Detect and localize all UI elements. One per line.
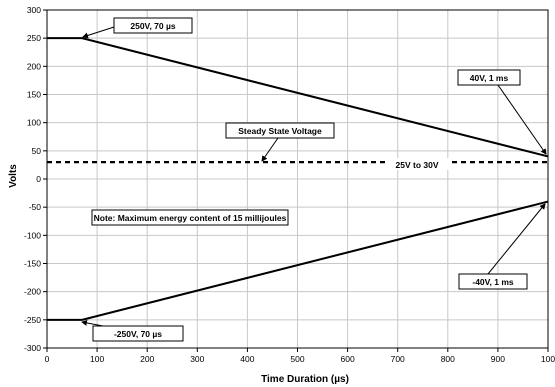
annotation-250v-label: 250V, 70 µs <box>130 21 176 31</box>
y-tick-label-5: -50 <box>29 202 42 212</box>
annotation-steady-state: Steady State Voltage <box>225 122 335 162</box>
annotation-40v: 40V, 1 ms <box>457 69 547 155</box>
y-tick-label-6: 0 <box>36 174 41 184</box>
annotation-neg40v-arrow <box>487 203 546 275</box>
x-tick-label-2: 200 <box>140 354 154 364</box>
y-tick-label-7: 50 <box>32 146 42 156</box>
range-label-bg <box>385 158 449 170</box>
annotation-neg40v-label: -40V, 1 ms <box>472 277 514 287</box>
annotation-steady-label: Steady State Voltage <box>238 126 322 136</box>
tick-layer: -300 -250 -200 -150 -100 -50 0 50 100 150 200 250 30… <box>24 5 555 364</box>
range-label: 25V to 30V <box>396 160 439 170</box>
x-tick-label-0: 0 <box>45 354 50 364</box>
x-tick-label-3: 300 <box>190 354 204 364</box>
x-tick-label-8: 800 <box>441 354 455 364</box>
series-line-1 <box>47 200 549 321</box>
x-tick-label-4: 400 <box>240 354 254 364</box>
annotation-steady-box <box>225 122 335 139</box>
annotation-note-label: Note: Maximum energy content of 15 milli… <box>94 213 287 223</box>
annotation-neg40v-box <box>458 273 528 290</box>
annotation-note-box <box>91 209 289 226</box>
annotation-steady-arrow <box>261 137 279 162</box>
annotation-250v-arrow <box>82 26 115 39</box>
x-tick-label-9: 900 <box>491 354 505 364</box>
annotation-40v-arrow <box>497 84 547 155</box>
x-tick-label-10: 100 <box>541 354 555 364</box>
y-tick-label-3: -150 <box>24 259 41 269</box>
annotation-neg250v: -250V, 70 µs <box>81 319 184 342</box>
annotation-neg40v: -40V, 1 ms <box>458 203 546 290</box>
annotation-40v-label: 40V, 1 ms <box>470 73 509 83</box>
y-tick-label-1: -250 <box>24 315 41 325</box>
x-tick-label-1: 100 <box>90 354 104 364</box>
annotation-neg250v-label: -250V, 70 µs <box>114 329 162 339</box>
x-axis-title: Time Duration (µs) <box>261 374 349 385</box>
y-tick-label-2: -200 <box>24 287 41 297</box>
y-tick-label-0: -300 <box>24 343 41 353</box>
y-tick-label-12: 300 <box>27 5 41 15</box>
annotation-40v-box <box>457 69 521 86</box>
x-tick-label-6: 600 <box>341 354 355 364</box>
y-tick-label-8: 100 <box>27 118 41 128</box>
annotation-250v-box <box>113 17 193 34</box>
y-tick-label-11: 250 <box>27 33 41 43</box>
y-axis-title: Volts <box>8 164 19 188</box>
annotation-neg250v-arrow <box>81 319 104 327</box>
annotation-250v: 250V, 70 µs <box>82 17 193 39</box>
annotation-neg250v-box <box>92 325 184 342</box>
y-tick-label-9: 150 <box>27 90 41 100</box>
annotation-note: Note: Maximum energy content of 15 milli… <box>91 209 289 226</box>
x-tick-label-5: 500 <box>290 354 304 364</box>
grid-layer <box>46 9 549 349</box>
y-tick-label-4: -100 <box>24 230 41 240</box>
y-tick-label-10: 200 <box>27 61 41 71</box>
x-tick-label-7: 700 <box>391 354 405 364</box>
